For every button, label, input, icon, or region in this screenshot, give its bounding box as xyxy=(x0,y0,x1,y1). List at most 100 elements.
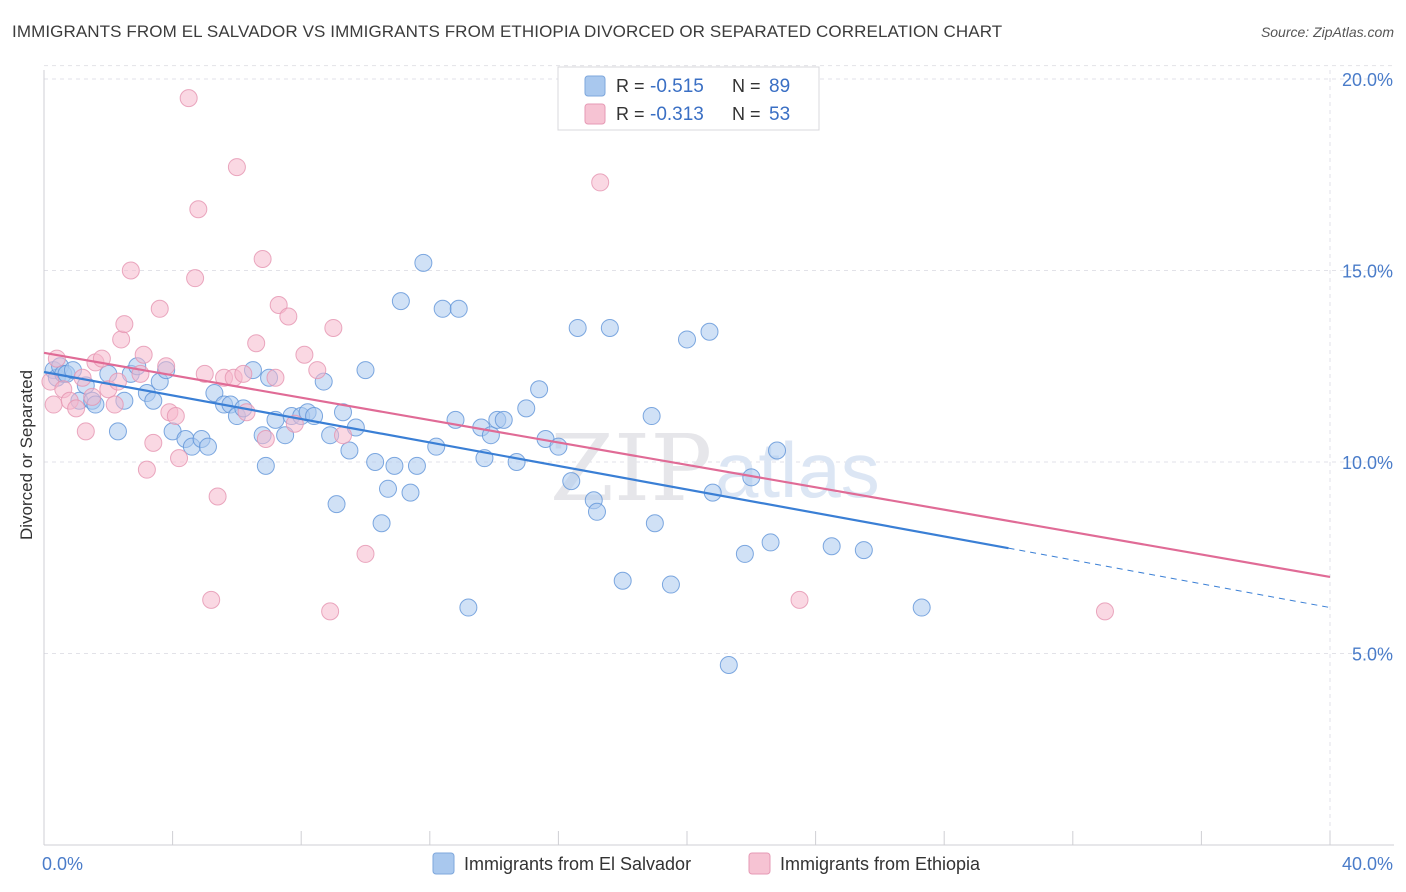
ethiopia-point-31 xyxy=(208,487,227,506)
el-salvador-point-47 xyxy=(372,514,391,533)
watermark-atlas: atlas xyxy=(715,426,880,514)
ethiopia-point-52 xyxy=(1095,602,1114,621)
ethiopia-point-27 xyxy=(186,269,205,288)
legend-swatch-pink xyxy=(584,103,606,125)
legend-r-label-1: R = xyxy=(616,76,645,96)
el-salvador-point-24 xyxy=(205,384,224,403)
el-salvador-point-52 xyxy=(407,456,426,475)
el-salvador-point-74 xyxy=(613,571,632,590)
bottom-legend: Immigrants from El Salvador Immigrants f… xyxy=(432,852,981,875)
bottom-legend-label-pink: Immigrants from Ethiopia xyxy=(780,854,981,874)
ethiopia-point-46 xyxy=(321,602,340,621)
ethiopia-point-40 xyxy=(266,368,285,387)
el-salvador-point-65 xyxy=(517,399,536,418)
ethiopia-point-25 xyxy=(170,449,189,468)
trend-lines xyxy=(43,351,1331,609)
y-tick-labels: 5.0% 10.0% 15.0% 20.0% xyxy=(1342,70,1393,665)
legend-n-value-2: 53 xyxy=(769,104,790,125)
ethiopia-point-5 xyxy=(67,399,86,418)
ethiopia-point-1 xyxy=(44,395,63,414)
legend-r-value-1: -0.515 xyxy=(650,76,704,97)
ethiopia-point-21 xyxy=(150,299,169,318)
y-tick-label-2: 15.0% xyxy=(1342,262,1393,282)
legend-n-label-1: N = xyxy=(732,76,761,96)
ethiopia-point-29 xyxy=(195,364,214,383)
el-salvador-point-81 xyxy=(719,655,738,674)
ethiopia-point-34 xyxy=(227,158,246,177)
ethiopia-point-45 xyxy=(308,361,327,380)
el-salvador-point-84 xyxy=(761,533,780,552)
ethiopia-point-30 xyxy=(202,590,221,609)
ethiopia-point-47 xyxy=(324,318,343,337)
el-salvador-point-55 xyxy=(433,299,452,318)
y-tick-label-0: 5.0% xyxy=(1352,645,1393,665)
el-salvador-point-77 xyxy=(661,575,680,594)
ethiopia-point-49 xyxy=(356,544,375,563)
ethiopia-point-28 xyxy=(189,200,208,219)
el-salvador-point-58 xyxy=(459,598,478,617)
el-salvador-point-51 xyxy=(401,483,420,502)
ethiopia-point-18 xyxy=(134,345,153,364)
el-salvador-point-23 xyxy=(198,437,217,456)
ethiopia-point-51 xyxy=(790,590,809,609)
bottom-legend-swatch-pink xyxy=(748,852,771,875)
y-tick-label-1: 10.0% xyxy=(1342,453,1393,473)
x-tick-labels: 0.0% 40.0% xyxy=(42,854,1393,874)
x-tick-label-1: 40.0% xyxy=(1342,854,1393,874)
el-salvador-point-41 xyxy=(327,495,346,514)
el-salvador-point-11 xyxy=(108,422,127,441)
el-salvador-point-50 xyxy=(391,292,410,311)
el-salvador-point-49 xyxy=(385,456,404,475)
el-salvador-point-43 xyxy=(340,441,359,460)
y-tick-label-3: 20.0% xyxy=(1342,70,1393,90)
el-salvador-point-79 xyxy=(700,322,719,341)
ethiopia-point-35 xyxy=(234,364,253,383)
trend-line-el-salvador xyxy=(43,370,1009,550)
el-salvador-point-31 xyxy=(256,456,275,475)
legend-swatch-blue xyxy=(584,75,606,97)
ethiopia-point-39 xyxy=(256,430,275,449)
el-salvador-point-78 xyxy=(678,330,696,349)
ethiopia-point-26 xyxy=(179,89,198,108)
ethiopia-point-44 xyxy=(295,345,314,364)
el-salvador-point-53 xyxy=(414,253,433,272)
axes xyxy=(43,70,1394,846)
el-salvador-point-46 xyxy=(366,453,385,471)
ethiopia-point-12 xyxy=(105,395,124,414)
ethiopia-point-2 xyxy=(47,349,66,368)
ethiopia-point-14 xyxy=(112,330,131,349)
ethiopia-point-50 xyxy=(591,173,610,192)
el-salvador-point-64 xyxy=(507,453,526,471)
ethiopia-point-20 xyxy=(144,433,163,452)
el-salvador-point-73 xyxy=(600,318,619,337)
ethiopia-point-7 xyxy=(76,422,95,441)
ethiopia-point-19 xyxy=(137,460,156,479)
el-salvador-point-63 xyxy=(494,410,513,429)
ethiopia-point-37 xyxy=(247,334,266,353)
ethiopia-point-8 xyxy=(83,387,102,406)
ethiopia-point-24 xyxy=(166,407,185,426)
el-salvador-point-86 xyxy=(822,537,841,556)
ethiopia-point-42 xyxy=(279,307,298,326)
el-salvador-point-34 xyxy=(276,426,295,445)
el-salvador-point-16 xyxy=(144,391,163,410)
el-salvador-point-70 xyxy=(568,318,587,337)
el-salvador-point-75 xyxy=(642,407,661,426)
chart-title: IMMIGRANTS FROM EL SALVADOR VS IMMIGRANT… xyxy=(12,22,1003,41)
legend-n-value-1: 89 xyxy=(769,76,790,97)
ethiopia-point-41 xyxy=(269,295,288,314)
trend-line-ethiopia xyxy=(43,351,1331,578)
ethiopia-point-48 xyxy=(333,426,352,445)
el-salvador-point-66 xyxy=(530,380,549,399)
bottom-legend-swatch-blue xyxy=(432,852,455,875)
el-salvador-point-48 xyxy=(379,479,398,498)
ethiopia-point-38 xyxy=(253,250,272,269)
el-salvador-point-88 xyxy=(912,598,931,617)
el-salvador-point-72 xyxy=(587,502,606,521)
legend-r-label-2: R = xyxy=(616,104,645,124)
el-salvador-point-45 xyxy=(356,361,375,380)
el-salvador-point-82 xyxy=(735,544,754,563)
source-label: Source: ZipAtlas.com xyxy=(1260,24,1394,40)
legend-r-value-2: -0.313 xyxy=(650,104,704,125)
